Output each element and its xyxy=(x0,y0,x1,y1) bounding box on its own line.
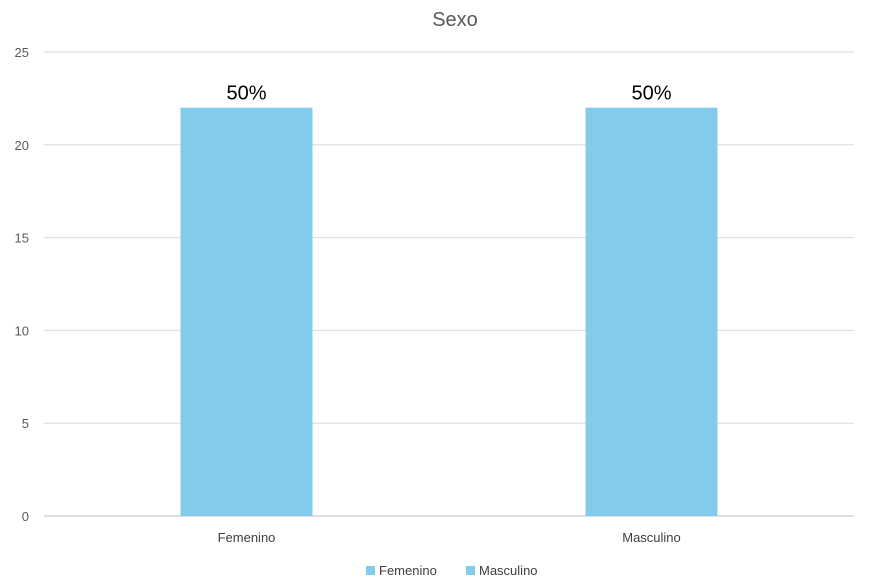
legend: Femenino Masculino xyxy=(366,563,538,578)
data-label: 50% xyxy=(631,83,671,105)
legend-label: Femenino xyxy=(379,563,437,578)
gridlines xyxy=(44,51,854,517)
data-label: 50% xyxy=(226,83,266,105)
bars xyxy=(180,107,718,517)
y-tick-label: 25 xyxy=(15,45,29,60)
x-tick-label: Femenino xyxy=(218,530,276,545)
y-axis-ticks: 0 5 10 15 20 25 xyxy=(15,45,29,524)
chart-title: Sexo xyxy=(432,9,478,31)
x-axis-categories: Femenino Masculino xyxy=(218,530,681,545)
legend-swatch xyxy=(466,566,475,575)
y-tick-label: 15 xyxy=(15,231,29,246)
x-tick-label: Masculino xyxy=(622,530,681,545)
y-tick-label: 20 xyxy=(15,138,29,153)
legend-label: Masculino xyxy=(479,563,538,578)
bar-femenino xyxy=(180,107,313,517)
legend-swatch xyxy=(366,566,375,575)
data-labels: 50% 50% xyxy=(226,83,671,105)
y-tick-label: 0 xyxy=(22,509,29,524)
bar-masculino xyxy=(585,107,718,517)
y-tick-label: 5 xyxy=(22,416,29,431)
y-tick-label: 10 xyxy=(15,323,29,338)
